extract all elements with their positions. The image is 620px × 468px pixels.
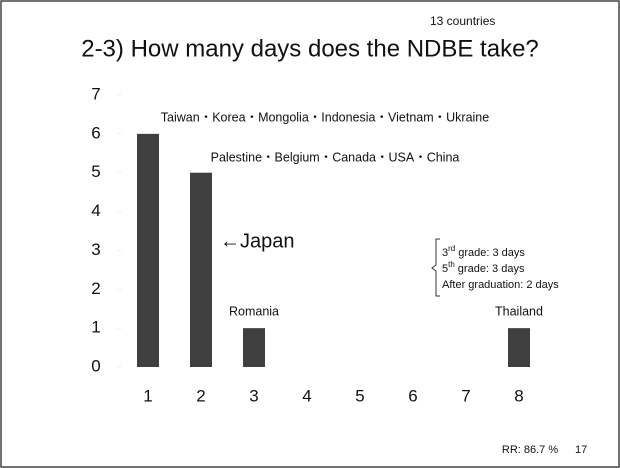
- footer-rr: RR: 86.7 %: [502, 444, 558, 456]
- detail-line: After graduation: 2 days: [442, 279, 559, 291]
- bar-annotation: Palestine・Belgium・Canada・USA・China: [211, 150, 460, 164]
- detail-line: 5th grade: 3 days: [442, 260, 525, 275]
- ordinal: 5: [442, 263, 448, 275]
- y-tick-label: 3: [91, 240, 100, 259]
- x-tick-label: 8: [514, 386, 523, 405]
- y-tick-label: 0: [91, 356, 100, 375]
- detail-text: After graduation: 2 days: [442, 279, 559, 291]
- x-tick-label: 6: [408, 386, 417, 405]
- bar: [243, 328, 265, 367]
- detail-text: grade: 3 days: [458, 247, 525, 259]
- x-tick-label: 5: [355, 386, 364, 405]
- x-tick-label: 2: [196, 386, 205, 405]
- y-tick-label: 4: [91, 201, 100, 220]
- bar: [137, 133, 159, 367]
- y-tick-label: 7: [91, 84, 100, 103]
- bar-annotation: Taiwan・Korea・Mongolia・Indonesia・Vietnam・…: [161, 110, 489, 124]
- bar-annotation: Romania: [229, 304, 279, 318]
- bar: [508, 328, 530, 367]
- x-tick-label: 7: [461, 386, 470, 405]
- y-tick-label: 6: [91, 123, 100, 142]
- chart-title: 2-3) How many days does the NDBE take?: [81, 35, 539, 62]
- footer-page: 17: [575, 444, 587, 456]
- bar: [190, 172, 212, 367]
- x-tick-label: 4: [302, 386, 311, 405]
- ordinal-suffix: rd: [448, 244, 455, 253]
- y-tick-label: 2: [91, 279, 100, 298]
- note-top: 13 countries: [430, 14, 495, 28]
- y-tick-label: 1: [91, 318, 100, 337]
- japan-annotation: ←Japan: [220, 230, 295, 252]
- detail-text: grade: 3 days: [458, 263, 525, 275]
- ordinal: 3: [442, 247, 448, 259]
- bracket: [431, 238, 440, 297]
- y-tick-label: 5: [91, 162, 100, 181]
- detail-line: 3rd grade: 3 days: [442, 244, 525, 259]
- x-tick-label: 3: [249, 386, 258, 405]
- bar-annotation: Thailand: [495, 304, 543, 318]
- ordinal-suffix: th: [448, 260, 455, 269]
- x-tick-label: 1: [143, 386, 152, 405]
